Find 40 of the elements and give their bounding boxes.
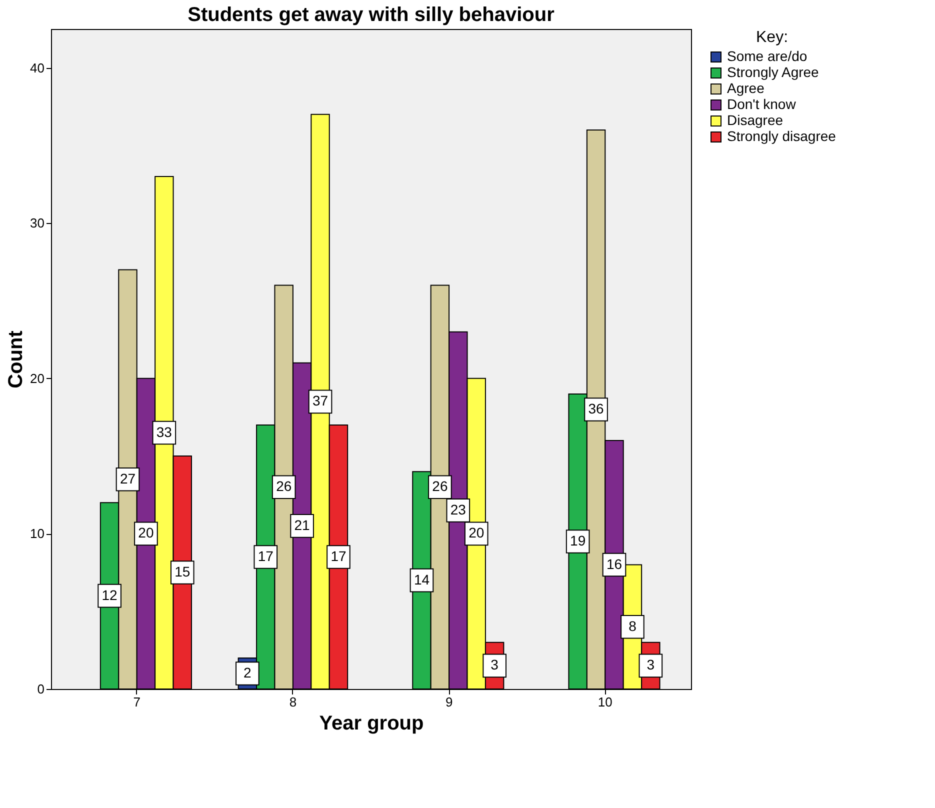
legend-label: Agree — [727, 80, 765, 96]
data-label: 33 — [156, 424, 172, 440]
data-label: 26 — [432, 478, 448, 494]
x-axis-title: Year group — [319, 712, 424, 734]
data-label: 21 — [294, 516, 310, 533]
legend-label: Strongly Agree — [727, 64, 820, 80]
x-tick-label: 7 — [133, 694, 140, 710]
y-axis-title: Count — [5, 330, 28, 388]
data-label: 20 — [138, 524, 154, 541]
data-label: 26 — [276, 478, 292, 494]
legend-label: Strongly disagree — [727, 128, 836, 144]
data-label: 14 — [414, 571, 430, 588]
data-label: 37 — [312, 392, 328, 409]
y-tick-label: 20 — [30, 370, 44, 386]
y-tick-label: 0 — [37, 682, 44, 696]
chart-title: Students get away with silly behaviour — [188, 4, 555, 26]
data-label: 27 — [120, 470, 136, 486]
y-tick-label: 30 — [30, 216, 44, 231]
data-label: 16 — [606, 556, 622, 572]
data-label: 23 — [450, 501, 466, 518]
data-label: 36 — [588, 400, 604, 416]
data-label: 15 — [174, 564, 190, 580]
y-tick-label: 40 — [30, 60, 44, 76]
data-label: 17 — [330, 548, 346, 564]
legend-label: Some are/do — [727, 48, 808, 64]
legend-title: Key: — [756, 29, 788, 46]
data-label: 3 — [490, 656, 499, 673]
data-label: 17 — [258, 548, 274, 564]
x-tick-label: 10 — [598, 694, 612, 710]
x-tick-label: 8 — [289, 694, 297, 710]
data-label: 8 — [628, 618, 637, 634]
legend-label: Disagree — [727, 112, 784, 128]
data-label: 20 — [468, 524, 484, 541]
data-label: 19 — [570, 532, 586, 548]
data-label: 12 — [102, 586, 118, 603]
data-label: 3 — [646, 656, 655, 673]
y-tick-label: 10 — [30, 526, 44, 542]
x-tick-label: 9 — [445, 694, 453, 710]
data-label: 2 — [244, 664, 252, 680]
legend-label: Don't know — [727, 96, 797, 112]
